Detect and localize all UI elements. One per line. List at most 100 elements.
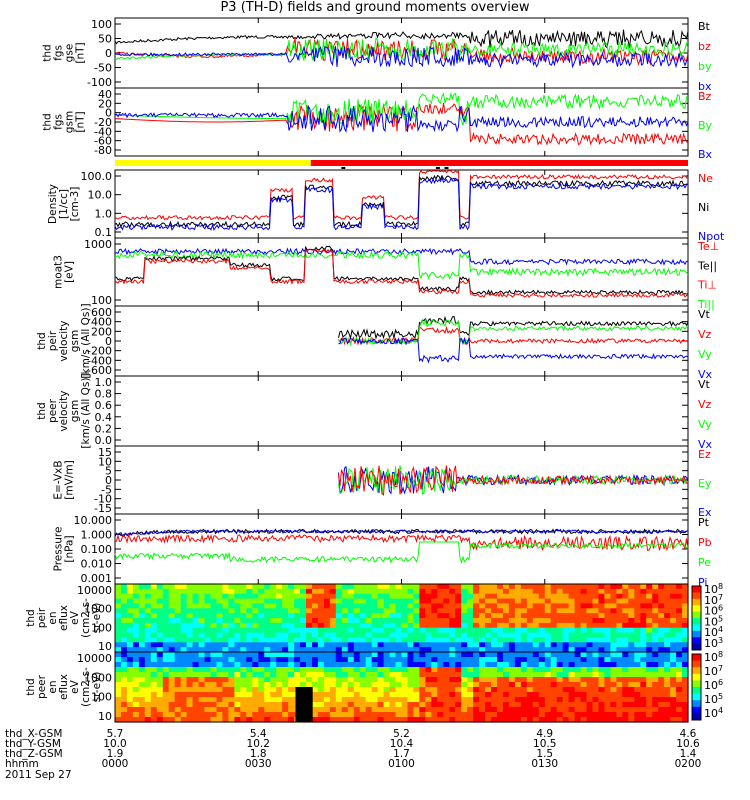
spectrogram-cell bbox=[252, 637, 259, 643]
spectrogram-cell bbox=[246, 613, 253, 619]
spectrogram-cell bbox=[222, 584, 229, 590]
spectrogram-cell bbox=[270, 712, 277, 718]
spectrogram-cell bbox=[568, 618, 576, 624]
spectrogram-cell bbox=[216, 613, 224, 619]
spectrogram-cell bbox=[115, 642, 122, 648]
spectrogram-cell bbox=[556, 707, 564, 713]
spectrogram-cell bbox=[419, 584, 426, 590]
mode-bar-red bbox=[310, 160, 688, 166]
spectrogram-cell bbox=[413, 687, 420, 693]
spectrogram-cell bbox=[574, 677, 582, 683]
spectrogram-cell bbox=[246, 632, 253, 639]
spectrogram-cell bbox=[383, 702, 391, 708]
spectrogram-cell bbox=[270, 667, 277, 673]
spectrogram-cell bbox=[156, 603, 164, 609]
spectrogram-cell bbox=[115, 692, 122, 698]
spectrogram-cell bbox=[121, 618, 128, 624]
spectrogram-cell bbox=[156, 637, 164, 643]
ytick-label-fgs_gsm-3: -20 bbox=[94, 116, 112, 129]
spectrogram-cell bbox=[258, 657, 265, 663]
spectrogram-cell bbox=[604, 588, 611, 595]
spectrogram-cell bbox=[532, 593, 540, 600]
spectrogram-cell bbox=[658, 647, 665, 653]
spectrogram-cell bbox=[455, 608, 462, 614]
ytick-label-fgs_gse-3: -50 bbox=[94, 62, 112, 75]
spectrogram-cell bbox=[192, 588, 200, 595]
spectrogram-cell bbox=[586, 682, 594, 688]
spectrogram-cell bbox=[503, 682, 510, 688]
spectrogram-cell bbox=[312, 682, 319, 688]
spectrogram-cell bbox=[121, 712, 128, 718]
spectrogram-cell bbox=[670, 707, 677, 713]
spectrogram-cell bbox=[455, 627, 462, 634]
spectrogram-cell bbox=[562, 662, 570, 668]
spectrogram-cell bbox=[401, 682, 409, 688]
spectrogram-cell bbox=[126, 662, 134, 668]
spectrogram-cell bbox=[115, 632, 122, 639]
spectrogram-cell bbox=[341, 672, 349, 678]
spectrogram-cell bbox=[503, 593, 510, 600]
spectrogram-cell bbox=[162, 584, 170, 590]
spectrogram-cell bbox=[497, 637, 504, 643]
spectrogram-cell bbox=[198, 677, 206, 683]
spectrogram-cell bbox=[383, 707, 391, 713]
spectrogram-cell bbox=[526, 632, 534, 639]
spectrogram-cell bbox=[347, 717, 355, 723]
spectrogram-cell bbox=[353, 632, 361, 639]
spectrogram-cell bbox=[216, 712, 224, 718]
spectrogram-cell bbox=[288, 647, 295, 653]
spectrogram-cell bbox=[526, 667, 534, 673]
spectrogram-cell bbox=[586, 712, 594, 718]
spectrogram-cell bbox=[407, 697, 415, 703]
spectrogram-cell bbox=[276, 717, 283, 723]
spectrogram-cell bbox=[407, 637, 415, 643]
spectrogram-cell bbox=[431, 632, 438, 639]
spectrogram-cell bbox=[335, 672, 343, 678]
spectrogram-cell bbox=[353, 692, 361, 698]
spectrogram-cell bbox=[419, 593, 426, 600]
spectrogram-cell bbox=[383, 618, 391, 624]
spectrogram-cell bbox=[126, 692, 134, 698]
spectrogram-cell bbox=[234, 603, 241, 609]
spectrogram-cell bbox=[532, 613, 540, 619]
spectrogram-cell bbox=[461, 682, 468, 688]
spectrogram-cell bbox=[150, 652, 158, 658]
spectrogram-cell bbox=[210, 608, 218, 614]
spectrogram-cell bbox=[449, 682, 456, 688]
spectrogram-cell bbox=[198, 613, 206, 619]
spectrogram-cell bbox=[228, 702, 235, 708]
spectrogram-cell bbox=[425, 622, 432, 629]
spectrogram-cell bbox=[192, 613, 200, 619]
spectrogram-cell bbox=[586, 677, 594, 683]
spectrogram-cell bbox=[622, 717, 629, 723]
spectrogram-cell bbox=[449, 593, 456, 600]
spectrogram-cell bbox=[431, 692, 438, 698]
spectrogram-cell bbox=[520, 637, 528, 643]
spectrogram-cell bbox=[461, 697, 468, 703]
spectrogram-cell bbox=[652, 603, 659, 609]
spectrogram-cell bbox=[497, 642, 504, 648]
spectrogram-cell bbox=[240, 584, 247, 590]
spectrogram-cell bbox=[497, 627, 504, 634]
spectrogram-cell bbox=[610, 712, 617, 718]
spectrogram-cell bbox=[664, 613, 671, 619]
spectrogram-cell bbox=[168, 672, 176, 678]
spectrogram-cell bbox=[198, 637, 206, 643]
spectrogram-cell bbox=[377, 598, 385, 605]
spectrogram-cell bbox=[419, 647, 426, 653]
spectrogram-cell bbox=[377, 712, 385, 718]
ytick-label-fgs_gse-1: 50 bbox=[98, 33, 112, 46]
spectrogram-cell bbox=[670, 692, 677, 698]
spectrogram-cell bbox=[204, 584, 212, 590]
spectrogram-cell bbox=[198, 702, 206, 708]
spectrogram-cell bbox=[443, 622, 450, 629]
spectrogram-cell bbox=[240, 588, 247, 595]
spectrogram-cell bbox=[556, 613, 564, 619]
spectrogram-cell bbox=[240, 627, 247, 634]
spectrogram-cell bbox=[168, 667, 176, 673]
spectrogram-cell bbox=[503, 603, 510, 609]
spectrogram-cell bbox=[544, 662, 552, 668]
spectrogram-cell bbox=[222, 603, 229, 609]
spectrogram-cell bbox=[526, 637, 534, 643]
